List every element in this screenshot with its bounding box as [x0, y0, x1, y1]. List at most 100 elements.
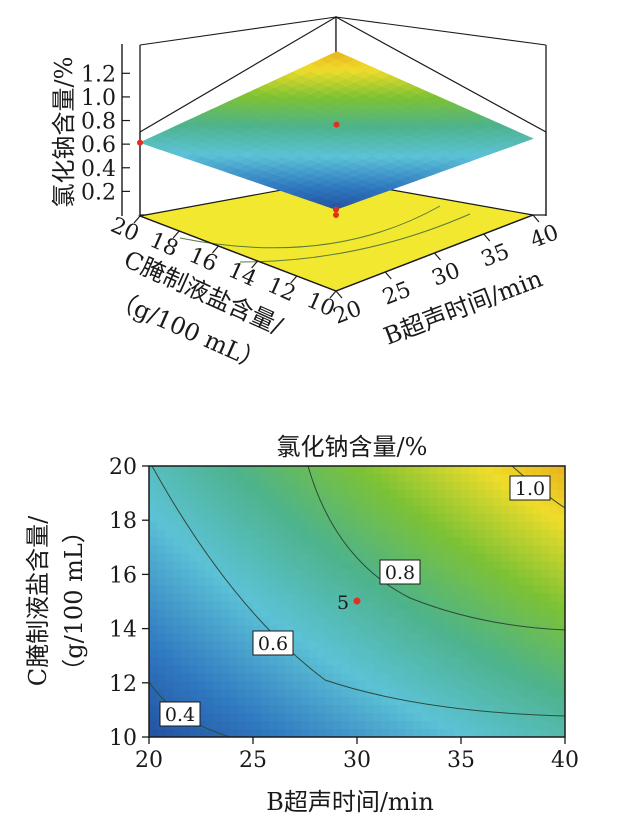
- contour-cell: [293, 545, 302, 555]
- contour-cell: [493, 529, 502, 539]
- contour-line-0.6: [151, 466, 565, 717]
- contour-cell: [397, 473, 406, 483]
- contour-cell: [469, 593, 478, 603]
- contour-cell: [157, 505, 166, 515]
- contour-cell: [469, 657, 478, 666]
- svg-text:0.6: 0.6: [258, 633, 288, 655]
- contour-cell: [245, 625, 254, 634]
- contour-cell: [293, 721, 302, 730]
- svg-text:0.4: 0.4: [165, 704, 195, 726]
- contour-cell: [309, 593, 318, 603]
- contour-cell: [325, 681, 334, 690]
- contour-cell: [333, 529, 342, 539]
- contour-cell: [413, 466, 422, 475]
- contour-cell: [165, 665, 174, 674]
- contour-cell: [165, 617, 174, 627]
- contour-cell: [541, 665, 550, 674]
- contour-cell: [493, 641, 502, 650]
- contour-cell: [453, 537, 462, 547]
- contour-cell: [429, 585, 438, 595]
- contour-cell: [453, 713, 462, 722]
- contour-cell: [277, 529, 286, 539]
- contour-cell: [149, 513, 158, 523]
- contour-cell: [413, 617, 422, 627]
- contour-cell: [517, 633, 526, 642]
- contour-cell: [261, 569, 270, 579]
- contour-cell: [349, 601, 358, 611]
- contour-cell: [253, 521, 262, 531]
- contour-cell: [229, 681, 238, 690]
- contour-cell: [317, 569, 326, 579]
- contour-cell: [477, 593, 486, 603]
- contour-cell: [237, 705, 246, 714]
- contour-cell: [413, 521, 422, 531]
- contour-cell: [541, 497, 550, 507]
- contour-cell: [533, 505, 542, 515]
- contour-cell: [333, 721, 342, 730]
- contour-cell: [237, 473, 246, 483]
- contour-cell: [317, 665, 326, 674]
- contour-cell: [509, 577, 518, 587]
- contour-cell: [485, 721, 494, 730]
- contour-cell: [517, 689, 526, 698]
- contour-cell: [493, 569, 502, 579]
- contour-cell: [405, 673, 414, 682]
- contour-cell: [501, 721, 510, 730]
- contour-cell: [445, 537, 454, 547]
- contour-cell: [221, 649, 230, 658]
- contour-cell: [533, 721, 542, 730]
- contour-cell: [197, 713, 206, 722]
- contour-cell: [557, 593, 565, 603]
- contour-cell: [525, 577, 534, 587]
- contour-cell: [365, 729, 374, 737]
- contour-cell: [533, 561, 542, 571]
- contour-cell: [165, 505, 174, 515]
- contour-cell: [525, 673, 534, 682]
- contour-cell: [253, 481, 262, 491]
- contour-cell: [317, 657, 326, 666]
- b-tick: [434, 252, 441, 261]
- contour-cell: [261, 537, 270, 547]
- contour-cell: [445, 481, 454, 491]
- contour-cell: [469, 537, 478, 547]
- contour-cell: [477, 641, 486, 650]
- contour-cell: [309, 625, 318, 634]
- contour-cell: [245, 609, 254, 619]
- contour-cell: [285, 593, 294, 603]
- contour-cell: [317, 545, 326, 555]
- contour-cell: [429, 489, 438, 499]
- contour-cell: [517, 537, 526, 547]
- contour-cell: [221, 657, 230, 666]
- contour-cell: [205, 649, 214, 658]
- contour-cell: [237, 529, 246, 539]
- contour-cell: [165, 649, 174, 658]
- contour-cell: [469, 577, 478, 587]
- contour-cell: [317, 505, 326, 515]
- contour-cell: [357, 497, 366, 507]
- contour-cell: [341, 489, 350, 499]
- contour-cell: [501, 649, 510, 658]
- contour-cell: [229, 609, 238, 619]
- contour-cell: [493, 545, 502, 555]
- contour-cell: [181, 665, 190, 674]
- contour-cell: [277, 665, 286, 674]
- contour-cell: [173, 641, 182, 650]
- contour-cell: [269, 545, 278, 555]
- contour-cell: [197, 649, 206, 658]
- contour-cell: [173, 585, 182, 595]
- contour-cell: [189, 561, 198, 571]
- contour-cell: [293, 673, 302, 682]
- contour-cell: [557, 481, 565, 491]
- contour-cell: [333, 513, 342, 523]
- contour-cell: [157, 593, 166, 603]
- contour-cell: [405, 681, 414, 690]
- contour-cell: [397, 585, 406, 595]
- contour-cell: [485, 689, 494, 698]
- contour-cell: [525, 537, 534, 547]
- contour-cell: [373, 473, 382, 483]
- contour-cell: [149, 593, 158, 603]
- contour-cell: [541, 553, 550, 563]
- contour-cell: [381, 689, 390, 698]
- contour-cell: [237, 601, 246, 611]
- contour-cell: [301, 553, 310, 563]
